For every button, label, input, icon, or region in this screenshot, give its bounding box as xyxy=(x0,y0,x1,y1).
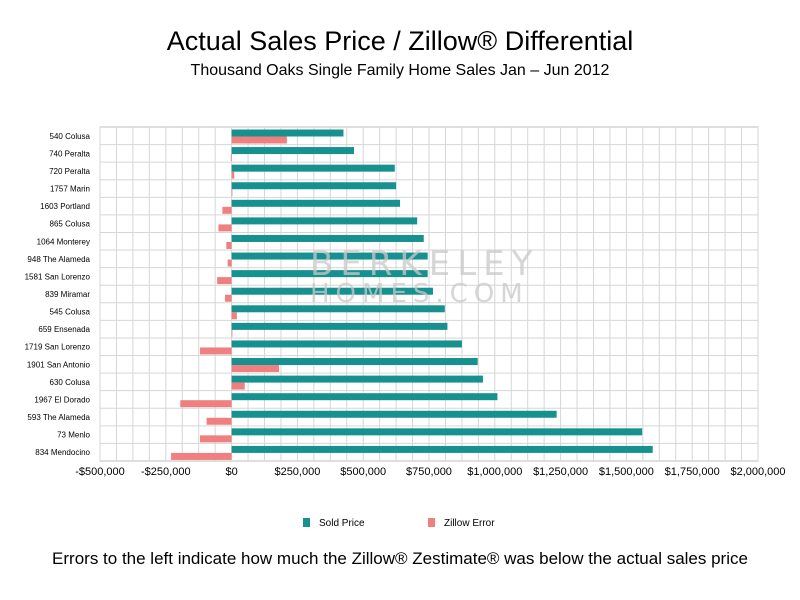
category-label: 593 The Alameda xyxy=(27,413,90,422)
bar-sold-price xyxy=(231,428,643,436)
bar-zillow-error xyxy=(231,171,235,179)
category-label: 630 Colusa xyxy=(50,378,91,387)
category-label: 720 Peralta xyxy=(49,167,90,176)
bar-sold-price xyxy=(231,305,445,313)
category-label: 834 Mendocino xyxy=(35,448,90,457)
x-tick-label: $1,500,000 xyxy=(599,466,654,478)
bar-zillow-error xyxy=(200,435,232,443)
bar-sold-price xyxy=(231,217,418,225)
bar-sold-price xyxy=(231,287,433,295)
bar-zillow-error xyxy=(231,329,233,337)
category-label: 865 Colusa xyxy=(50,220,91,229)
x-tick-label: -$250,000 xyxy=(141,466,191,478)
category-label: 1719 San Lorenzo xyxy=(25,343,91,352)
watermark-line1: BERKELEY xyxy=(310,244,540,284)
category-label: 1901 San Antonio xyxy=(27,360,91,369)
chart-title: Actual Sales Price / Zillow® Differentia… xyxy=(166,26,634,56)
bar-sold-price xyxy=(231,393,498,401)
bar-zillow-error xyxy=(218,224,232,232)
bar-zillow-error xyxy=(231,312,237,320)
category-label: 839 Miramar xyxy=(45,290,90,299)
bar-sold-price xyxy=(231,358,478,366)
legend-swatch-sold-price xyxy=(303,518,310,527)
category-label: 740 Peralta xyxy=(49,149,90,158)
bar-zillow-error xyxy=(226,241,232,249)
legend-swatch-zillow-error xyxy=(428,518,435,527)
category-label: 1581 San Lorenzo xyxy=(25,272,91,281)
category-label: 1967 El Dorado xyxy=(34,395,90,404)
category-label: 73 Menlo xyxy=(57,431,90,440)
bar-zillow-error xyxy=(206,417,232,425)
bar-sold-price xyxy=(231,410,557,418)
bar-sold-price xyxy=(231,252,428,260)
bar-zillow-error xyxy=(230,154,232,162)
category-label: 545 Colusa xyxy=(50,308,91,317)
x-tick-label: $1,000,000 xyxy=(467,466,522,478)
chart-footnote: Errors to the left indicate how much the… xyxy=(52,549,748,568)
bar-sold-price xyxy=(231,270,428,278)
x-tick-label: $500,000 xyxy=(340,466,386,478)
bar-sold-price xyxy=(231,199,401,207)
bar-zillow-error xyxy=(227,259,232,267)
x-tick-label: $750,000 xyxy=(406,466,452,478)
x-tick-label: $2,000,000 xyxy=(730,466,785,478)
x-tick-label: $250,000 xyxy=(274,466,320,478)
chart-subtitle: Thousand Oaks Single Family Home Sales J… xyxy=(190,62,610,79)
bar-sold-price xyxy=(231,147,354,155)
x-tick-label: $0 xyxy=(225,466,237,478)
watermark: BERKELEY HOMES.COM xyxy=(310,244,540,309)
bar-sold-price xyxy=(231,445,653,453)
x-tick-label: $1,750,000 xyxy=(665,466,720,478)
bar-sold-price xyxy=(231,322,448,330)
bar-zillow-error xyxy=(231,189,233,197)
bar-sold-price xyxy=(231,340,462,348)
bar-zillow-error xyxy=(200,347,232,355)
legend-label-sold-price: Sold Price xyxy=(319,518,365,529)
bar-zillow-error xyxy=(231,382,245,390)
bar-zillow-error xyxy=(225,294,232,302)
bar-zillow-error xyxy=(231,365,279,373)
category-label: 659 Ensenada xyxy=(38,325,90,334)
bar-zillow-error xyxy=(222,206,232,214)
category-label: 1603 Portland xyxy=(40,202,90,211)
bar-zillow-error xyxy=(217,277,232,285)
bar-zillow-error xyxy=(171,452,232,460)
bar-sold-price xyxy=(231,164,395,172)
category-label: 948 The Alameda xyxy=(27,255,90,264)
bar-sold-price xyxy=(231,182,397,190)
bar-sold-price xyxy=(231,375,483,383)
bar-sold-price xyxy=(231,234,424,242)
bar-zillow-error xyxy=(231,136,287,144)
bar-sold-price xyxy=(231,129,344,137)
category-label: 1064 Monterey xyxy=(37,237,90,246)
x-tick-label: -$500,000 xyxy=(75,466,125,478)
category-label: 540 Colusa xyxy=(50,132,91,141)
bar-zillow-error xyxy=(180,400,232,408)
watermark-line2: HOMES.COM xyxy=(310,279,529,309)
category-label: 1757 Marin xyxy=(50,185,90,194)
x-tick-label: $1,250,000 xyxy=(533,466,588,478)
legend-label-zillow-error: Zillow Error xyxy=(444,518,495,529)
